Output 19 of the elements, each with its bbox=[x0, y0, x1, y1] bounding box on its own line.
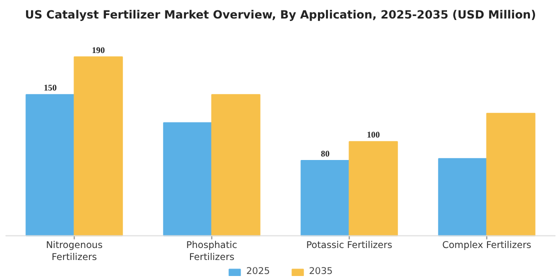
chart-title: US Catalyst Fertilizer Market Overview, By Application, 2025-2035 (USD Million) bbox=[25, 8, 536, 22]
bar bbox=[438, 158, 488, 236]
data-label: 190 bbox=[92, 44, 105, 55]
bar bbox=[486, 112, 536, 236]
bar bbox=[348, 141, 398, 236]
data-label: 150 bbox=[44, 82, 57, 93]
data-label: 80 bbox=[320, 148, 330, 158]
bar bbox=[163, 122, 212, 236]
bar bbox=[74, 56, 123, 236]
legend-label: 2035 bbox=[309, 266, 333, 277]
bar bbox=[211, 94, 260, 236]
x-tick-label: Potassic Fertilizers bbox=[306, 240, 392, 251]
x-tick-label: Complex Fertilizers bbox=[442, 240, 532, 251]
bar bbox=[300, 160, 350, 236]
x-tick-label: Nitrogenous Fertilizers bbox=[46, 240, 103, 263]
bar bbox=[26, 94, 75, 236]
legend-label: 2025 bbox=[246, 266, 270, 277]
data-label: 100 bbox=[366, 130, 380, 140]
x-tick-label: Phosphatic Fertilizers bbox=[186, 240, 238, 263]
